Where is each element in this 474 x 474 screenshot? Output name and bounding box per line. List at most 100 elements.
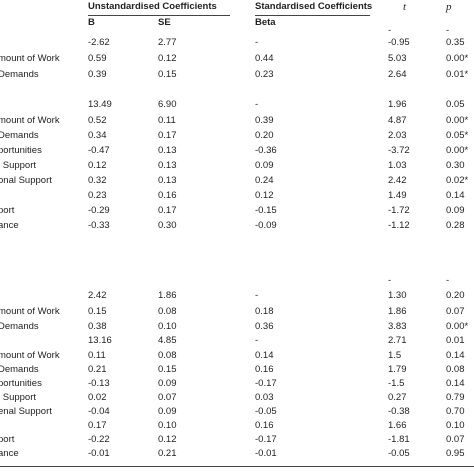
row-label: l Support bbox=[0, 392, 37, 403]
table-cell: 0.00* bbox=[446, 115, 469, 126]
column-header: Beta bbox=[255, 17, 276, 28]
table-cell: -0.01 bbox=[88, 448, 110, 459]
table-cell: -0.01 bbox=[255, 448, 277, 459]
table-cell: 0.00* bbox=[446, 145, 469, 156]
table-cell: 0.16 bbox=[255, 420, 274, 431]
table-cell: 0.35 bbox=[446, 37, 465, 48]
row-label: l Support bbox=[0, 160, 37, 171]
table-cell: 0.09 bbox=[255, 160, 274, 171]
bottom-rule bbox=[0, 466, 474, 467]
table-cell: 0.10 bbox=[446, 420, 465, 431]
table-cell: 0.30 bbox=[446, 160, 465, 171]
table-cell: -0.15 bbox=[255, 205, 277, 216]
table-cell: 0.07 bbox=[446, 306, 465, 317]
column-header: SE bbox=[158, 17, 171, 28]
table-cell: 0.59 bbox=[88, 53, 107, 64]
table-cell: -1.5 bbox=[388, 378, 405, 389]
table-cell: 0.21 bbox=[88, 364, 107, 375]
table-cell: - bbox=[446, 275, 450, 286]
table-cell: 2.77 bbox=[158, 37, 177, 48]
table-cell: 0.12 bbox=[88, 160, 107, 171]
table-cell: 0.36 bbox=[255, 321, 274, 332]
table-cell: -2.62 bbox=[88, 37, 110, 48]
table-cell: 2.03 bbox=[388, 130, 407, 141]
table-cell: -3.72 bbox=[388, 145, 410, 156]
table-cell: 0.14 bbox=[446, 190, 465, 201]
table-cell: 2.42 bbox=[388, 175, 407, 186]
table-cell: -0.17 bbox=[255, 378, 277, 389]
table-cell: 0.05* bbox=[446, 130, 469, 141]
table-cell: 1.86 bbox=[158, 290, 177, 301]
table-cell: 0.02 bbox=[88, 392, 107, 403]
table-cell: -0.09 bbox=[255, 220, 277, 231]
row-label: portunities bbox=[0, 378, 42, 389]
table-cell: 0.15 bbox=[158, 69, 177, 80]
table-cell: 0.09 bbox=[158, 378, 177, 389]
t-header: t bbox=[403, 1, 407, 13]
table-cell: 2.64 bbox=[388, 69, 407, 80]
group-header: Unstandardised Coefficients bbox=[88, 1, 217, 12]
table-cell: 0.14 bbox=[446, 350, 465, 361]
table-cell: 0.17 bbox=[158, 130, 177, 141]
row-label: port bbox=[0, 434, 15, 445]
table-cell: 0.08 bbox=[158, 306, 177, 317]
table-cell: 0.24 bbox=[255, 175, 274, 186]
table-cell: - bbox=[388, 25, 392, 36]
table-cell: 0.52 bbox=[88, 115, 107, 126]
table-cell: 0.12 bbox=[158, 434, 177, 445]
row-label: ance bbox=[0, 220, 19, 231]
column-header: B bbox=[88, 17, 95, 28]
table-cell: 0.70 bbox=[446, 406, 465, 417]
table-cell: 0.28 bbox=[446, 220, 465, 231]
table-cell: 0.39 bbox=[88, 69, 107, 80]
table-cell: -1.81 bbox=[388, 434, 410, 445]
table-cell: 0.44 bbox=[255, 53, 274, 64]
table-cell: 0.17 bbox=[88, 420, 107, 431]
table-cell: 0.11 bbox=[88, 350, 106, 361]
row-label: mount of Work bbox=[0, 306, 60, 317]
table-cell: 5.03 bbox=[388, 53, 407, 64]
table-cell: -0.22 bbox=[88, 434, 110, 445]
table-cell: 0.00* bbox=[446, 321, 469, 332]
table-cell: 0.32 bbox=[88, 175, 107, 186]
table-cell: 0.07 bbox=[446, 434, 465, 445]
table-cell: - bbox=[255, 335, 259, 346]
group-header: Standardised Coefficients bbox=[255, 1, 373, 12]
table-cell: 4.87 bbox=[388, 115, 407, 126]
table-cell: - bbox=[388, 275, 392, 286]
table-cell: 0.10 bbox=[158, 420, 177, 431]
table-cell: 1.5 bbox=[388, 350, 402, 361]
table-cell: 0.09 bbox=[446, 205, 465, 216]
table-cell: -0.33 bbox=[88, 220, 110, 231]
table-cell: 0.20 bbox=[446, 290, 465, 301]
table-cell: 0.23 bbox=[255, 69, 274, 80]
table-cell: 0.21 bbox=[158, 448, 177, 459]
table-cell: 1.79 bbox=[388, 364, 407, 375]
table-cell: 0.15 bbox=[88, 306, 107, 317]
table-cell: -0.36 bbox=[255, 145, 277, 156]
table-cell: 1.30 bbox=[388, 290, 407, 301]
table-cell: -1.12 bbox=[388, 220, 410, 231]
table-cell: 1.66 bbox=[388, 420, 407, 431]
table-cell: -0.17 bbox=[255, 434, 277, 445]
row-label: mount of Work bbox=[0, 115, 60, 126]
table-cell: -0.13 bbox=[88, 378, 110, 389]
table-cell: 0.00* bbox=[446, 53, 469, 64]
table-cell: 0.38 bbox=[88, 321, 107, 332]
table-cell: 0.14 bbox=[446, 378, 465, 389]
table-cell: 1.49 bbox=[388, 190, 407, 201]
table-cell: 0.08 bbox=[158, 350, 177, 361]
table-cell: 3.83 bbox=[388, 321, 407, 332]
table-cell: 13.16 bbox=[88, 335, 112, 346]
row-label: mount of Work bbox=[0, 350, 60, 361]
table-cell: 0.13 bbox=[158, 160, 177, 171]
table-cell: 0.12 bbox=[158, 53, 177, 64]
table-cell: 2.71 bbox=[388, 335, 407, 346]
table-cell: -0.04 bbox=[88, 406, 110, 417]
table-cell: 0.05 bbox=[446, 99, 465, 110]
table-cell: 1.96 bbox=[388, 99, 407, 110]
header-rule bbox=[88, 15, 230, 16]
table-cell: 0.01 bbox=[446, 335, 465, 346]
table-cell: 1.03 bbox=[388, 160, 407, 171]
table-cell: 0.08 bbox=[446, 364, 465, 375]
